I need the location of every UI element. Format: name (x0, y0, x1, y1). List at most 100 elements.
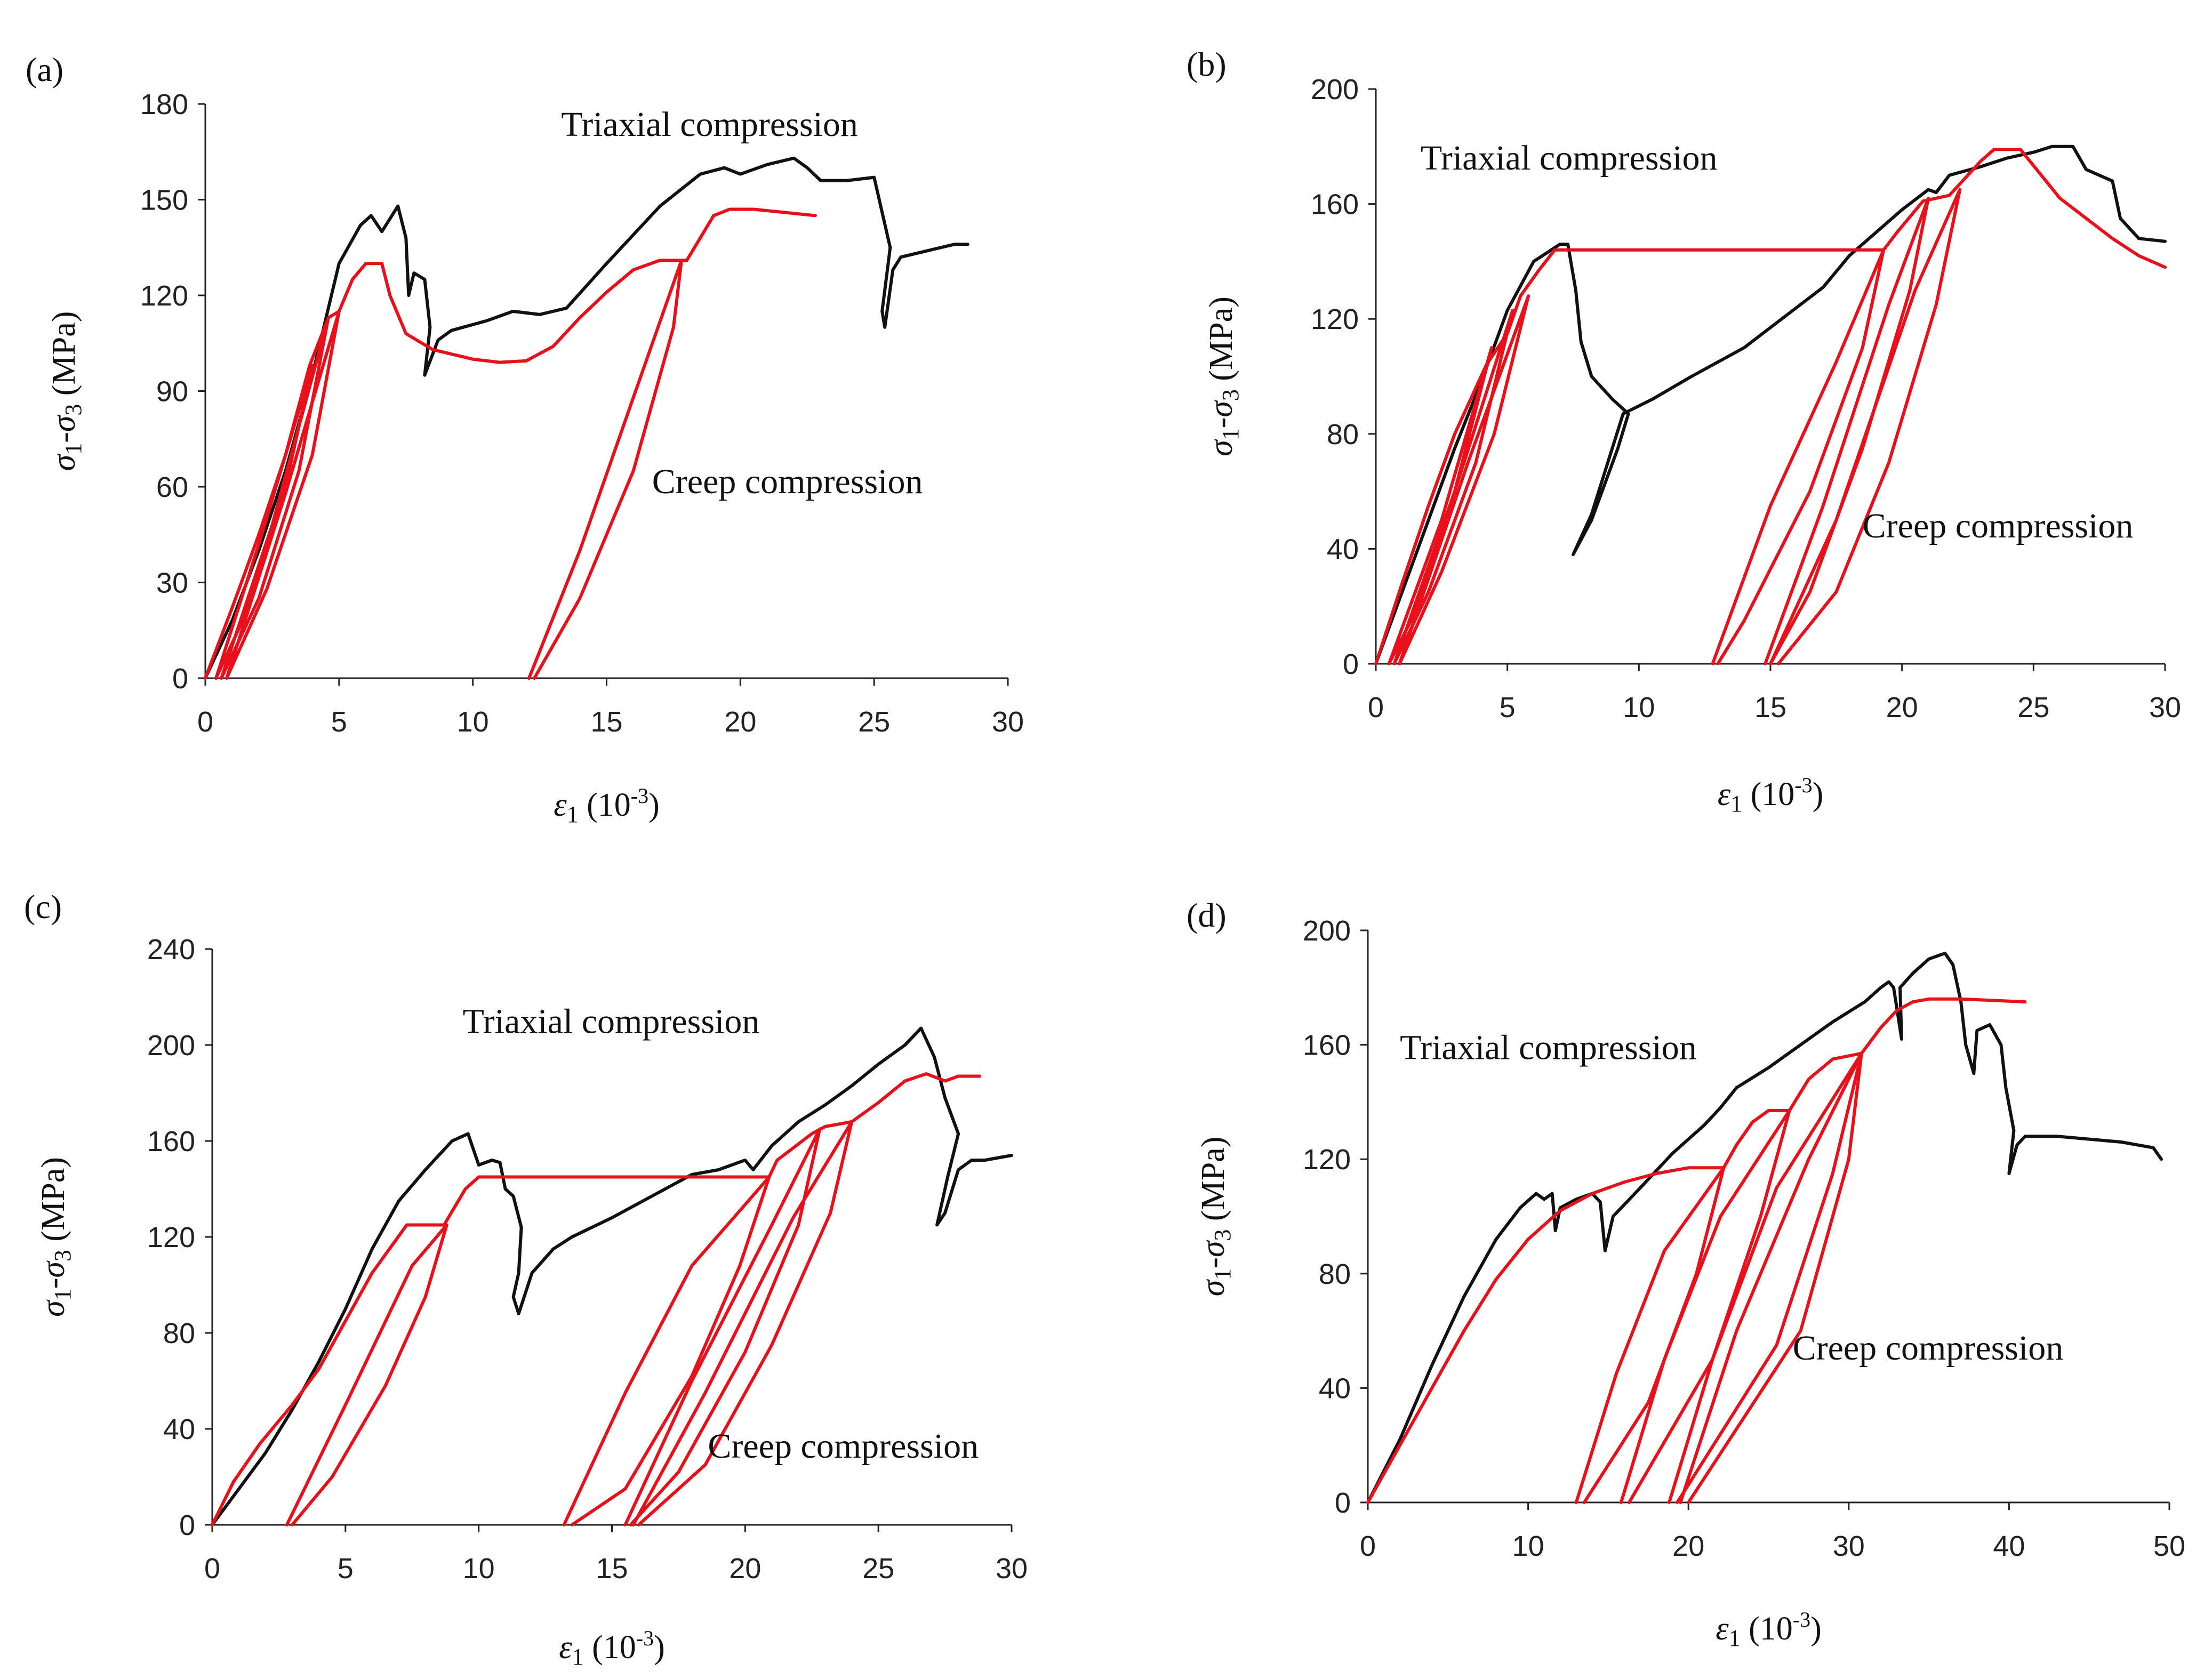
y-tick-label: 120 (1311, 303, 1359, 335)
panel-b: 0 40 80 120 160 200 0 5 10 15 20 25 30 (b) ε1 (10-3) σ1… (1187, 45, 2181, 817)
y-tick-label: 200 (1311, 74, 1359, 106)
x-tick-label: 10 (1512, 1530, 1544, 1562)
x-tick-label: 5 (1500, 692, 1516, 724)
series-line-creep-compression (211, 1072, 981, 1526)
series-line-creep-loop-b6 (1769, 188, 1962, 665)
series-line-creep-loop-b3 (1398, 294, 1530, 665)
x-tick-label: 20 (1886, 692, 1918, 724)
x-tick-label: 30 (996, 1553, 1028, 1585)
annotation: Creep compression (1793, 1329, 2064, 1368)
series-line-creep-compression (204, 207, 817, 680)
annotation: Creep compression (652, 462, 923, 501)
x-tick-label: 5 (338, 1553, 354, 1585)
annotation: Creep compression (1863, 507, 2134, 545)
series-line-creep-loop-c4 (631, 1120, 854, 1526)
x-tick-label: 25 (2017, 692, 2049, 724)
series-line-creep-loop-a1 (214, 364, 314, 680)
panel-label: (b) (1187, 45, 1227, 83)
series-line-creep-loop-a4 (527, 259, 683, 680)
x-tick-label: 40 (1993, 1530, 2025, 1562)
x-tick-label: 10 (457, 706, 489, 738)
panel-label: (d) (1187, 896, 1227, 934)
x-axis-title: ε1 (10-3) (559, 1626, 665, 1670)
annotation: Triaxial compression (561, 105, 858, 144)
y-tick-label: 0 (179, 1509, 195, 1541)
y-tick-label: 0 (1343, 648, 1359, 680)
x-tick-label: 30 (1833, 1530, 1865, 1562)
y-tick-label: 200 (1303, 915, 1351, 947)
annotation: Creep compression (708, 1427, 979, 1466)
y-axis-title: σ1-σ3 (MPa) (1203, 296, 1244, 456)
y-tick-label: 150 (140, 184, 188, 216)
y-tick-label: 180 (140, 89, 188, 120)
panel-c: 0 40 80 120 160 200 240 0 5 10 15 20 25 30 (c) ε1 (10-3… (24, 888, 1028, 1670)
panel-a: 0 30 60 90 120 150 180 0 5 10 15 20 25 30 (a) ε1 (10-3)… (26, 51, 1024, 827)
y-tick-label: 160 (147, 1126, 195, 1157)
y-tick-label: 120 (1303, 1144, 1351, 1176)
x-tick-label: 20 (724, 706, 756, 738)
y-tick-label: 80 (163, 1317, 195, 1349)
x-tick-label: 15 (1754, 692, 1786, 724)
x-axis-title: ε1 (10-3) (1716, 1607, 1822, 1651)
x-tick-label: 30 (2149, 692, 2181, 724)
y-tick-label: 0 (172, 663, 188, 695)
x-tick-label: 5 (331, 706, 347, 738)
y-tick-label: 120 (140, 280, 188, 312)
panel-label: (c) (24, 888, 62, 926)
x-tick-label: 30 (992, 706, 1024, 738)
y-tick-label: 40 (1319, 1372, 1351, 1404)
x-tick-label: 25 (858, 706, 890, 738)
x-tick-label: 20 (1672, 1530, 1704, 1562)
series-line-creep-loop-b5 (1764, 196, 1930, 665)
x-tick-label: 25 (862, 1553, 894, 1585)
y-tick-label: 60 (156, 471, 188, 503)
x-tick-label: 50 (2153, 1530, 2185, 1562)
x-tick-label: 0 (204, 1553, 220, 1585)
series-line-creep-loop-c3 (623, 1127, 822, 1526)
series-line-creep-loop-b2 (1392, 309, 1514, 665)
y-tick-label: 160 (1303, 1030, 1351, 1062)
series-line-creep-loop-d4 (1679, 1051, 1863, 1504)
y-tick-label: 240 (147, 934, 195, 966)
y-axis-title: σ1-σ3 (MPa) (46, 311, 86, 471)
y-tick-label: 160 (1311, 189, 1359, 221)
series-line-creep-compression (1374, 148, 2167, 665)
y-tick-label: 120 (147, 1221, 195, 1253)
y-tick-label: 90 (156, 376, 188, 408)
series-line-triaxial-compression (204, 156, 969, 680)
annotation: Triaxial compression (1421, 139, 1718, 178)
series-line-creep-compression (1366, 997, 2027, 1504)
annotation: Triaxial compression (1400, 1028, 1697, 1067)
series-line-creep-loop-c1 (285, 1223, 448, 1526)
series-line-triaxial-compression (211, 1026, 1013, 1526)
panel-label: (a) (26, 51, 63, 89)
x-axis-title: ε1 (10-3) (1718, 773, 1824, 817)
y-tick-label: 80 (1319, 1258, 1351, 1290)
x-tick-label: 0 (1360, 1530, 1376, 1562)
series-line-triaxial-compression (1374, 144, 2167, 665)
y-axis-title: σ1-σ3 (MPa) (35, 1157, 76, 1317)
y-axis-title: σ1-σ3 (MPa) (1195, 1137, 1236, 1297)
y-tick-label: 30 (156, 567, 188, 599)
series-line-creep-loop-c2 (562, 1175, 771, 1526)
y-tick-label: 0 (1335, 1487, 1351, 1519)
annotation: Triaxial compression (463, 1002, 760, 1041)
x-tick-label: 10 (1623, 692, 1655, 724)
x-tick-label: 0 (197, 706, 213, 738)
series-line-triaxial-compression (1366, 951, 2163, 1504)
x-tick-label: 20 (729, 1553, 761, 1585)
y-tick-label: 200 (147, 1030, 195, 1062)
x-tick-label: 10 (463, 1553, 495, 1585)
y-tick-label: 40 (1327, 533, 1359, 565)
y-tick-label: 40 (163, 1413, 195, 1445)
series-line-creep-loop-b4 (1711, 248, 1886, 665)
series-line-creep-loop-b1 (1387, 346, 1494, 665)
x-axis-title: ε1 (10-3) (554, 784, 660, 827)
series-line-creep-loop-a3 (225, 309, 341, 680)
x-tick-label: 15 (590, 706, 622, 738)
x-tick-label: 15 (596, 1553, 628, 1585)
x-tick-label: 0 (1368, 692, 1384, 724)
y-tick-label: 80 (1327, 419, 1359, 451)
series-line-creep-loop-d1 (1574, 1166, 1726, 1504)
